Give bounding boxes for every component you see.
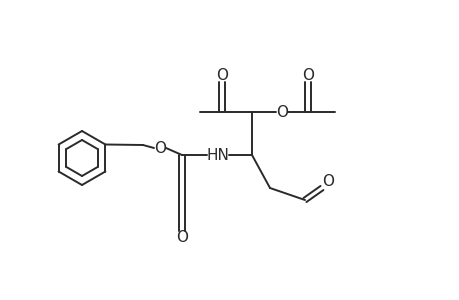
Text: HN: HN — [206, 148, 229, 163]
Text: O: O — [154, 140, 166, 155]
Text: O: O — [321, 175, 333, 190]
Text: O: O — [216, 68, 228, 82]
Text: O: O — [302, 68, 313, 82]
Text: O: O — [176, 230, 188, 245]
Text: O: O — [275, 104, 287, 119]
